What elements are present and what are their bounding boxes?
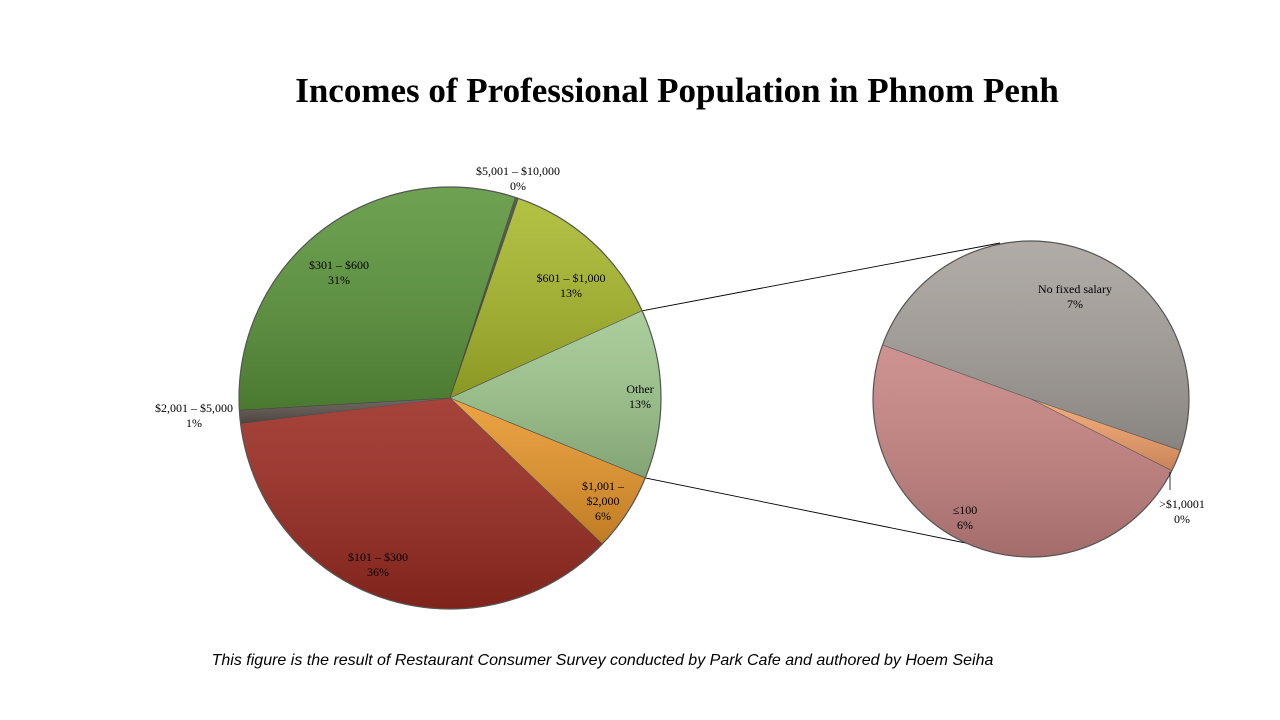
secondary-label-100-name: ≤100 — [953, 503, 978, 517]
connector-lines — [642, 242, 1011, 553]
label-1-001-2-000-name: $2,000 — [587, 494, 620, 508]
label-601-1-000-percent: 13% — [560, 286, 582, 300]
secondary-label-100-percent: 6% — [957, 518, 973, 532]
main-pie — [238, 186, 662, 610]
figure-caption: This figure is the result of Restaurant … — [211, 652, 994, 669]
label-5-001-10-000-name: $5,001 – $10,000 — [476, 164, 560, 178]
main-slice-shade-601-1-000 — [450, 198, 643, 398]
label-301-600-name: $301 – $600 — [309, 258, 369, 272]
secondary-label-1-0001-percent: 0% — [1174, 512, 1190, 526]
connector-line-top — [642, 242, 1001, 312]
connector-line-bottom — [645, 477, 1011, 553]
label-5-001-10-000-percent: 0% — [510, 179, 526, 193]
label-601-1-000-name: $601 – $1,000 — [537, 271, 606, 285]
main-slice-shade-other — [450, 310, 661, 478]
secondary-label-no-fixed-salary-percent: 7% — [1067, 297, 1083, 311]
secondary-label-no-fixed-salary-name: No fixed salary — [1038, 282, 1112, 296]
main-slice-shade-301-600 — [239, 186, 516, 411]
label-301-600-percent: 31% — [328, 273, 350, 287]
label-101-300-name: $101 – $300 — [348, 550, 408, 564]
secondary-slice-shade-no-fixed-salary — [882, 240, 1190, 451]
main-slice-shade-101-300 — [240, 398, 603, 609]
chart-title: Incomes of Professional Population in Ph… — [295, 71, 1059, 110]
secondary-label-1-0001-name: >$1,0001 — [1159, 497, 1205, 511]
label-other-name: Other — [626, 382, 653, 396]
main-slice-shade-1-001-2-000 — [450, 398, 646, 545]
label-1-001-2-000-name: $1,001 – — [582, 479, 625, 493]
secondary-pie-rim — [872, 240, 1190, 558]
label-2-001-5-000-percent: 1% — [186, 416, 202, 430]
main-slice-shade-2-001-5-000 — [239, 398, 450, 424]
secondary-slice-shade-100 — [873, 344, 1172, 558]
label-2-001-5-000-name: $2,001 – $5,000 — [155, 401, 233, 415]
label-101-300-percent: 36% — [367, 565, 389, 579]
secondary-pie — [872, 240, 1190, 558]
label-other-percent: 13% — [629, 397, 651, 411]
main-pie-rim — [238, 186, 662, 610]
label-1-001-2-000-percent: 6% — [595, 509, 611, 523]
secondary-slice-shade-1-0001 — [1031, 399, 1181, 471]
